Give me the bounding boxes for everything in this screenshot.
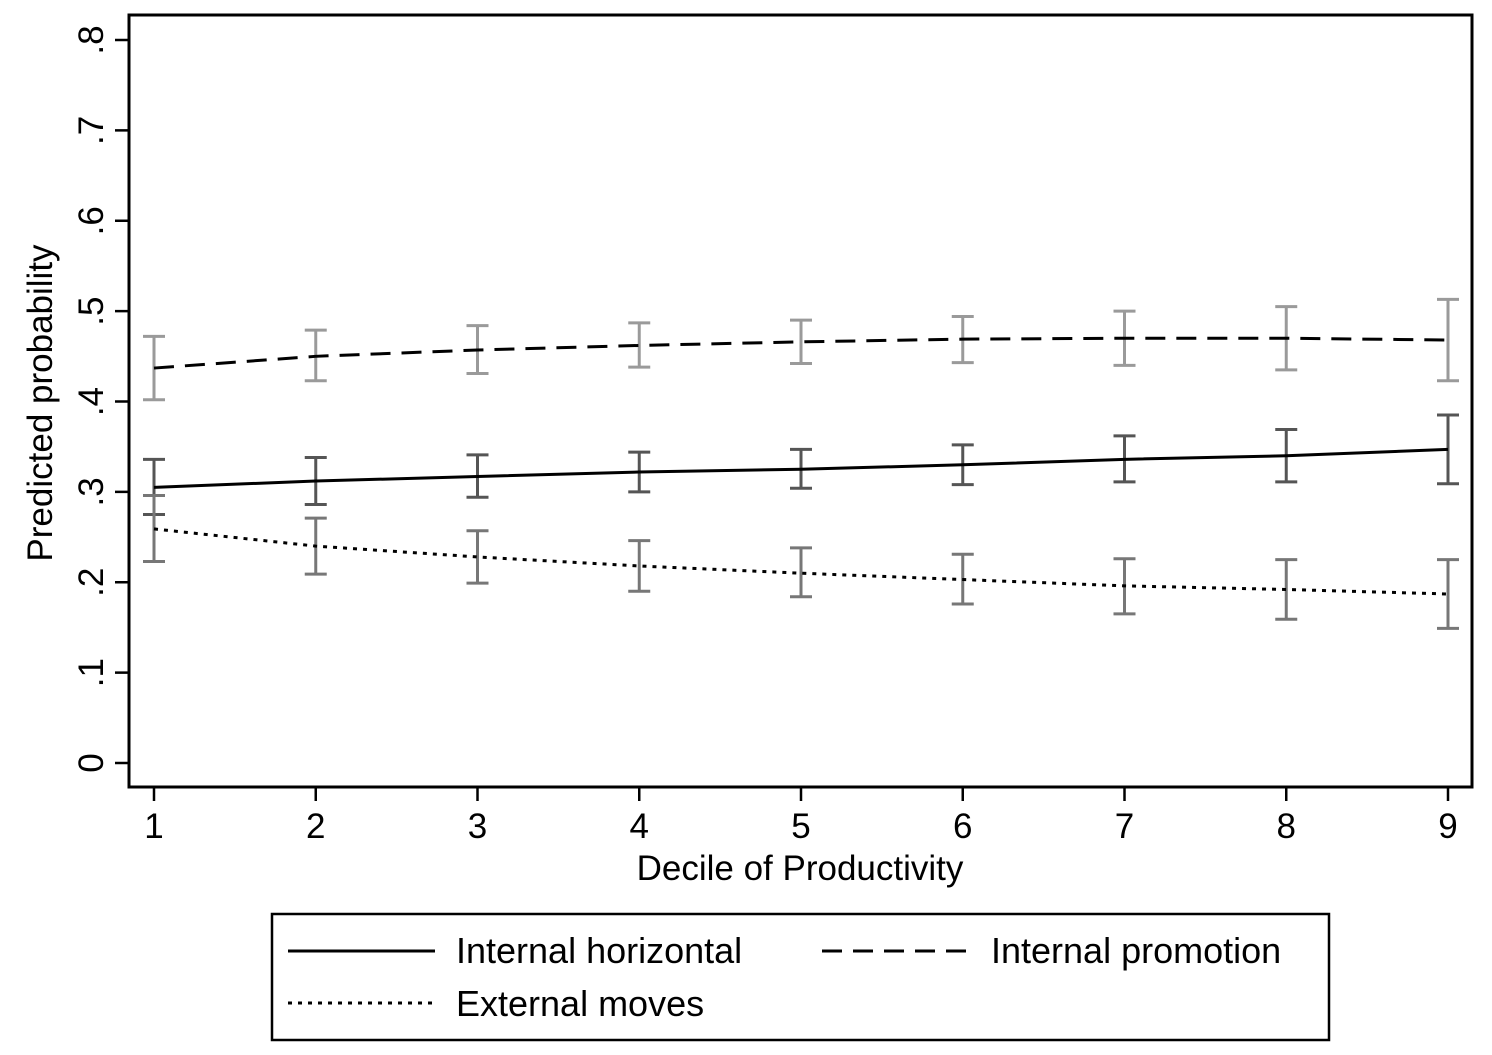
legend: Internal horizontal Internal promotion E… [270, 912, 1331, 1042]
y-tick-label: .6 [72, 206, 111, 235]
series-line-external-moves [153, 527, 1449, 596]
x-tick-label: 5 [791, 807, 810, 846]
y-axis-title: Predicted probability [21, 244, 60, 562]
y-tick-label: .3 [72, 477, 111, 506]
x-axis-title: Decile of Productivity [637, 849, 964, 888]
y-tick-label: .8 [72, 25, 111, 54]
y-tick-label: 0 [72, 753, 111, 772]
x-tick-label: 6 [953, 807, 972, 846]
legend-label-internal-promotion: Internal promotion [991, 930, 1281, 971]
plot-layer [143, 297, 1459, 630]
axes-layer: 0 .1 .2 .3 .4 .5 .6 .7 .8 1 2 3 4 5 6 7 8 9 [72, 25, 1458, 846]
series-line-internal-horizontal [153, 447, 1449, 489]
x-tick-label: 2 [306, 807, 325, 846]
y-tick-label: .5 [72, 297, 111, 326]
legend-label-external-moves: External moves [456, 983, 704, 1024]
y-tick-label: .1 [72, 658, 111, 687]
y-tick-label: .2 [72, 568, 111, 597]
x-tick-label: 3 [468, 807, 487, 846]
x-tick-label: 4 [630, 807, 649, 846]
y-tick-label: .4 [72, 387, 111, 416]
x-tick-label: 8 [1277, 807, 1296, 846]
x-tick-label: 7 [1115, 807, 1134, 846]
x-tick-label: 1 [144, 807, 163, 846]
legend-label-internal-horizontal: Internal horizontal [456, 930, 742, 971]
x-tick-label: 9 [1438, 807, 1457, 846]
y-tick-label: .7 [72, 116, 111, 145]
legend-box [270, 912, 1331, 1042]
